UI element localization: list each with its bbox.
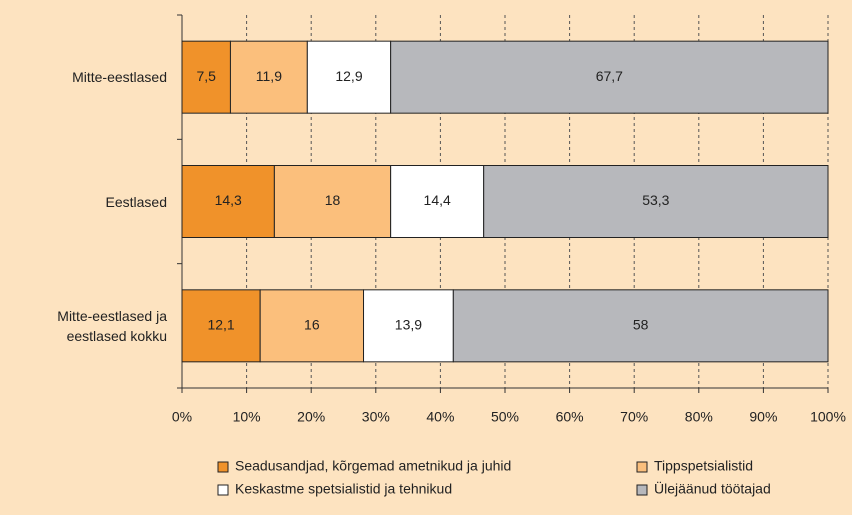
data-label: 14,3 bbox=[215, 192, 242, 208]
y-tick-label: Mitte-eestlased ja eestlased kokku bbox=[57, 307, 167, 344]
legend-label: Tippspetsialistid bbox=[654, 458, 753, 474]
x-tick-label: 90% bbox=[749, 409, 777, 425]
x-tick-label: 30% bbox=[362, 409, 390, 425]
data-label: 67,7 bbox=[596, 68, 623, 84]
x-tick-label: 50% bbox=[491, 409, 519, 425]
bar-segment bbox=[306, 40, 392, 114]
bar-segment bbox=[452, 289, 829, 363]
bar-segment bbox=[229, 40, 308, 114]
data-label: 14,4 bbox=[424, 192, 451, 208]
legend-swatch bbox=[217, 461, 229, 473]
x-tick-label: 40% bbox=[426, 409, 454, 425]
data-label: 7,5 bbox=[196, 68, 216, 84]
y-tick-label: Eestlased bbox=[105, 193, 167, 210]
x-tick-label: 100% bbox=[810, 409, 846, 425]
legend-label: Keskastme spetsialistid ja tehnikud bbox=[235, 481, 452, 497]
legend-label: Ülejäänud töötajad bbox=[654, 480, 771, 497]
legend-swatch bbox=[217, 484, 229, 496]
data-label: 11,9 bbox=[256, 68, 282, 84]
data-label: 12,1 bbox=[207, 317, 234, 333]
x-tick-label: 10% bbox=[233, 409, 261, 425]
data-label: 16 bbox=[304, 317, 320, 333]
bar-segment bbox=[390, 40, 829, 114]
data-label: 12,9 bbox=[335, 68, 362, 84]
x-tick-label: 80% bbox=[685, 409, 713, 425]
bar-segment bbox=[181, 40, 231, 114]
bar-segment bbox=[181, 289, 261, 363]
bar-segment bbox=[259, 289, 365, 363]
x-tick-label: 70% bbox=[620, 409, 648, 425]
legend-swatch bbox=[636, 484, 648, 496]
x-tick-label: 60% bbox=[556, 409, 584, 425]
data-label: 18 bbox=[325, 192, 341, 208]
bar-segment bbox=[483, 165, 829, 238]
data-label: 53,3 bbox=[642, 192, 669, 208]
data-label: 13,9 bbox=[395, 317, 422, 333]
bar-segment bbox=[273, 165, 392, 238]
x-tick-label: 20% bbox=[297, 409, 325, 425]
x-tick-label: 0% bbox=[172, 409, 192, 425]
bar-segment bbox=[363, 289, 454, 363]
legend-swatch bbox=[636, 461, 648, 473]
bar-segment bbox=[390, 165, 485, 238]
data-label: 58 bbox=[633, 317, 649, 333]
legend-label: Seadusandjad, kõrgemad ametnikud ja juhi… bbox=[235, 458, 511, 474]
y-tick-label: Mitte-eestlased bbox=[72, 69, 167, 86]
